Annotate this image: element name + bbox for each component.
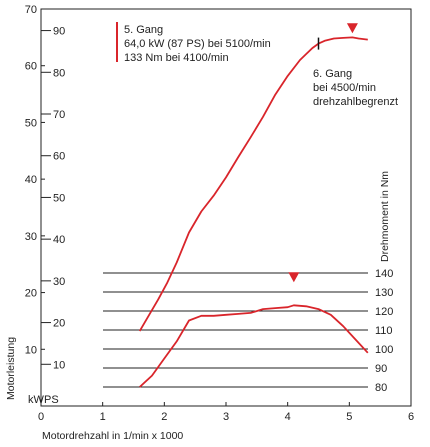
kw-tick-label-30: 30 <box>25 231 37 243</box>
kw-unit-label: kW <box>28 394 45 406</box>
annotation-6-gang-line-1: 6. Gang <box>313 68 352 80</box>
torque-tick-label-140: 140 <box>375 268 393 280</box>
torque-tick-label-120: 120 <box>375 306 393 318</box>
y-axis-label: Motorleistung <box>5 337 17 400</box>
annotation-5-gang-line-1: 5. Gang <box>124 24 163 36</box>
ps-tick-label-30: 30 <box>53 276 65 288</box>
torque-tick-label-130: 130 <box>375 287 393 299</box>
annotation-6-gang: 6. Gang bei 4500/min drehzahlbegrenzt <box>313 68 398 108</box>
kw-tick-label-60: 60 <box>25 61 37 73</box>
x-tick-label-4: 4 <box>285 411 291 423</box>
plot-frame <box>40 8 412 407</box>
annotation-5-gang-line-2: 64,0 kW (87 PS) bei 5100/min <box>124 38 271 50</box>
kw-tick-label-10: 10 <box>25 344 37 356</box>
ps-tick-label-40: 40 <box>53 234 65 246</box>
torque-tick-label-90: 90 <box>375 363 387 375</box>
annotation-6-gang-line-3: drehzahlbegrenzt <box>313 96 398 108</box>
torque-curve <box>139 304 369 388</box>
kw-tick-label-40: 40 <box>25 174 37 186</box>
ps-tick-label-90: 90 <box>53 26 65 38</box>
x-tick-label-5: 5 <box>346 411 352 423</box>
ps-tick-label-50: 50 <box>53 192 65 204</box>
power-max-marker <box>346 23 358 34</box>
ps-tick-label-80: 80 <box>53 67 65 79</box>
torque-tick-label-100: 100 <box>375 344 393 356</box>
x-tick-label-6: 6 <box>408 411 414 423</box>
annotation-5-gang: 5. Gang 64,0 kW (87 PS) bei 5100/min 133… <box>116 22 271 64</box>
x-tick-label-0: 0 <box>38 411 44 423</box>
torque-axis-label: Drehmoment in Nm <box>379 171 391 262</box>
torque-max-marker <box>288 272 300 283</box>
ps-unit-label: PS <box>44 394 59 406</box>
ps-tick-label-20: 20 <box>53 318 65 330</box>
x-tick-label-1: 1 <box>100 411 106 423</box>
x-axis-label: Motordrehzahl in 1/min x 1000 <box>42 430 183 442</box>
torque-tick-label-110: 110 <box>375 325 393 337</box>
ps-tick-label-10: 10 <box>53 359 65 371</box>
power-curve <box>138 36 368 332</box>
torque-tick-label-80: 80 <box>375 382 387 394</box>
annotation-5-gang-line-3: 133 Nm bei 4100/min <box>124 52 229 64</box>
kw-tick-label-20: 20 <box>25 288 37 300</box>
annotation-6-gang-line-2: bei 4500/min <box>313 82 376 94</box>
ps-tick-label-70: 70 <box>53 109 65 121</box>
kw-tick-label-70: 70 <box>25 4 37 16</box>
ps-tick-label-60: 60 <box>53 151 65 163</box>
x-tick-label-3: 3 <box>223 411 229 423</box>
kw-tick-label-50: 50 <box>25 117 37 129</box>
x-tick-label-2: 2 <box>161 411 167 423</box>
